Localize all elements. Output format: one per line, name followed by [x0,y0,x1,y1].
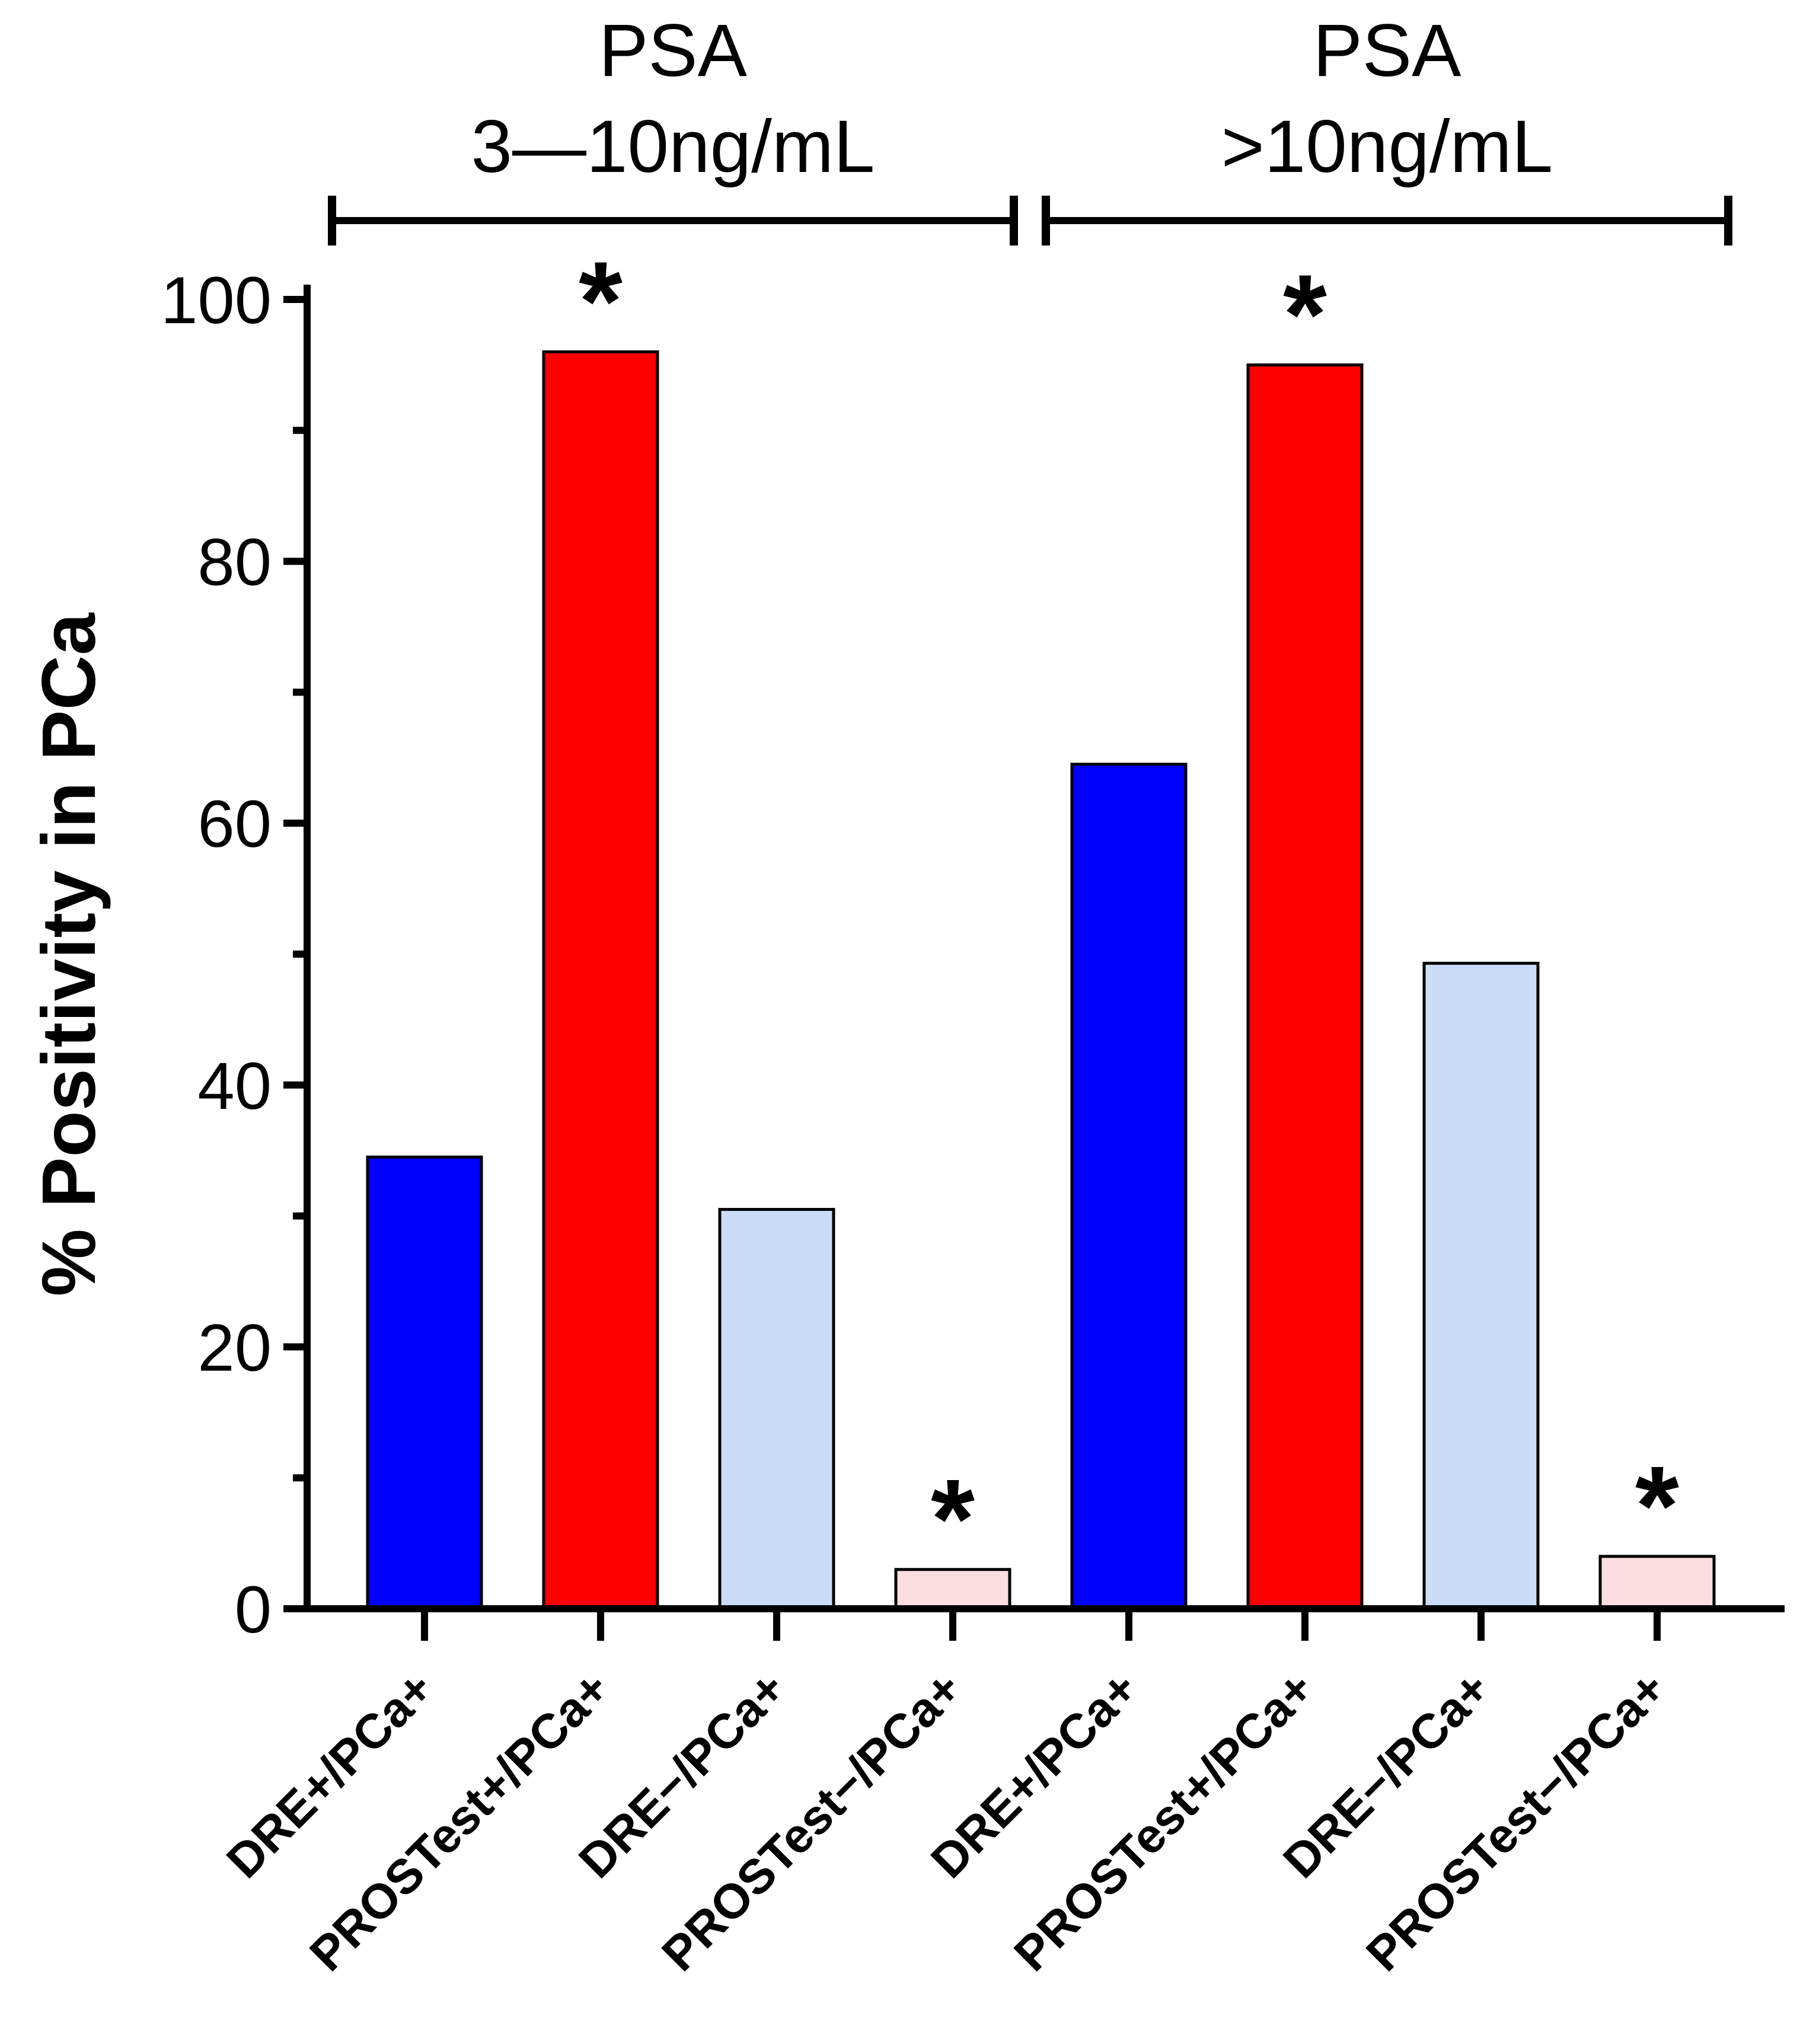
group-title-line1-1: PSA [599,9,748,92]
axes-layer [283,285,1785,1641]
bar-2 [542,350,659,1611]
y-tick-label: 20 [197,1310,272,1385]
bar-5 [1070,763,1188,1611]
bar-6 [1246,363,1364,1611]
y-tick-label: 80 [197,525,272,600]
bars-layer [366,350,1716,1611]
group-title-line2-2: >10ng/mL [1221,106,1553,188]
bar-3 [718,1208,835,1611]
group-title-line2-1: 3—10ng/mL [471,106,875,188]
y-tick-label: 0 [235,1573,272,1647]
bar-8 [1598,1555,1716,1611]
bar-1 [366,1155,483,1611]
group-brackets [328,196,1732,245]
bar-7 [1422,961,1540,1611]
group-title-line1-2: PSA [1313,9,1461,92]
y-tick-label: 40 [197,1049,272,1123]
significance-mark-4: * [931,1456,975,1582]
y-axis-title: % Positivity in PCa [27,613,111,1296]
significance-mark-6: * [1283,251,1327,377]
significance-mark-8: * [1635,1443,1679,1569]
significance-mark-2: * [579,238,623,364]
y-tick-label: 60 [197,787,272,861]
y-tick-label: 100 [161,263,272,337]
